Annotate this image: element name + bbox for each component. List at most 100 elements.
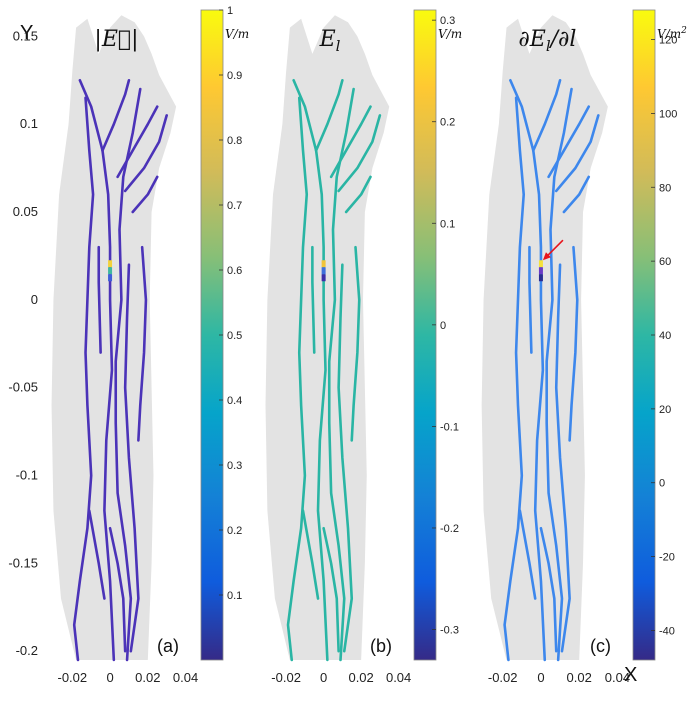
colorbar-tick-label: 40 bbox=[659, 330, 671, 342]
vein-line bbox=[123, 263, 140, 653]
x-tick-label: 0 bbox=[106, 670, 113, 685]
colorbar-tick-label: 0.6 bbox=[227, 265, 242, 277]
colorbar-tick-label: 1 bbox=[227, 5, 233, 17]
colorbar-tick-label: -20 bbox=[659, 552, 675, 564]
y-axis: Y 0.15 0.1 0.05 0 -0.05 -0.1 -0.15 -0.2 bbox=[8, 22, 38, 658]
colorbar-tick-label: 0 bbox=[659, 478, 665, 490]
colorbar-tick-label: 100 bbox=[659, 108, 677, 120]
hotspot-mark bbox=[108, 267, 113, 275]
vein-line bbox=[337, 263, 354, 653]
panel-label: (b) bbox=[370, 636, 392, 656]
colorbar-tick-label: -0.2 bbox=[440, 523, 459, 535]
colorbar-tick-label: 0.5 bbox=[227, 330, 242, 342]
vein-line bbox=[72, 96, 95, 662]
veins bbox=[503, 78, 600, 662]
vein-line bbox=[97, 245, 102, 354]
vein-line bbox=[554, 114, 600, 193]
vein-line bbox=[123, 114, 168, 193]
vein-line bbox=[301, 509, 320, 600]
colorbar-tick-label: 0.3 bbox=[440, 15, 455, 27]
colorbar-tick-label: 0.3 bbox=[227, 460, 242, 472]
vein-line bbox=[568, 245, 579, 442]
vein-line bbox=[344, 175, 372, 214]
vein-line bbox=[88, 509, 106, 600]
colorbar-tick-label: -0.3 bbox=[440, 625, 459, 637]
vein-line bbox=[314, 78, 344, 152]
colorbar-tick-label: 0.4 bbox=[227, 395, 242, 407]
colorbar-tick-label: -40 bbox=[659, 625, 675, 637]
vein-line bbox=[286, 96, 309, 662]
y-tick-label: -0.05 bbox=[8, 380, 38, 395]
hotspot-mark bbox=[538, 267, 543, 275]
hand-silhouette bbox=[51, 15, 177, 661]
y-tick-labels: 0.15 0.1 0.05 0 -0.05 -0.1 -0.15 -0.2 bbox=[8, 28, 38, 658]
colorbar-tick-label: 0.2 bbox=[440, 117, 455, 129]
colorbar-tick-label: 120 bbox=[659, 35, 677, 47]
vein-line bbox=[509, 78, 547, 662]
vein-line bbox=[503, 96, 526, 662]
y-tick-label: 0.1 bbox=[20, 116, 38, 131]
colorbar-tick-label: 80 bbox=[659, 182, 671, 194]
hotspot-mark bbox=[538, 260, 543, 268]
hotspot-mark bbox=[321, 267, 326, 275]
y-tick-label: -0.15 bbox=[8, 555, 38, 570]
vein-line bbox=[337, 114, 382, 193]
colorbar-unit: V/m bbox=[438, 27, 462, 41]
colorbar-tick-label: 0 bbox=[440, 320, 446, 332]
x-tick-label: -0.02 bbox=[57, 670, 87, 685]
vein-line bbox=[554, 263, 571, 653]
panel-a: |E⃗| (a) -0.02 0 0.02 0.04 1 0.9 0.8 0.7 0.6 0.5 0.4… bbox=[44, 5, 249, 685]
panel-title: El bbox=[319, 27, 341, 55]
colorbar bbox=[413, 9, 437, 661]
vein-line bbox=[131, 175, 159, 214]
y-axis-label: Y bbox=[20, 22, 33, 44]
vein-line bbox=[518, 509, 537, 600]
x-tick-label: 0.04 bbox=[386, 670, 411, 685]
vein-line bbox=[311, 245, 316, 354]
x-tick-label: 0.04 bbox=[173, 670, 198, 685]
vein-line bbox=[137, 245, 148, 442]
vein-line bbox=[108, 526, 127, 653]
hotspot-mark bbox=[108, 274, 113, 282]
vein-line bbox=[322, 526, 340, 653]
hand-silhouette bbox=[265, 15, 390, 661]
veins bbox=[72, 78, 168, 662]
vein-line bbox=[531, 78, 562, 152]
x-tick-label: 0.02 bbox=[135, 670, 160, 685]
colorbar-tick-label: 0.2 bbox=[227, 525, 242, 537]
vein-line bbox=[547, 105, 591, 179]
vein-line bbox=[329, 105, 372, 179]
colorbar-tick-label: 60 bbox=[659, 256, 671, 268]
x-tick-label: 0.02 bbox=[348, 670, 373, 685]
hotspot-mark bbox=[538, 274, 543, 282]
x-tick-label: 0.02 bbox=[567, 670, 592, 685]
panel-c: ∂El/∂l(c)-0.02 0 0.02 0.04120100806040200-2… bbox=[474, 9, 687, 685]
vein-line bbox=[78, 78, 116, 662]
x-tick-label: 0 bbox=[537, 670, 544, 685]
colorbar-tick-label: 0.1 bbox=[227, 590, 242, 602]
hand-silhouette bbox=[481, 15, 608, 661]
x-tick-label: 0.04 bbox=[605, 670, 630, 685]
y-tick-label: 0.05 bbox=[13, 204, 38, 219]
vein-line bbox=[292, 78, 329, 662]
colorbar-tick-label: 0.8 bbox=[227, 135, 242, 147]
panel-label: (a) bbox=[157, 636, 179, 656]
vein-line bbox=[116, 105, 159, 179]
colorbar-unit: V/m2 bbox=[657, 26, 687, 41]
colorbar-tick-label: 0.1 bbox=[440, 218, 455, 230]
x-tick-label: 0 bbox=[320, 670, 327, 685]
y-tick-label: -0.2 bbox=[16, 643, 38, 658]
panel-label: (c) bbox=[590, 636, 611, 656]
vein-line bbox=[101, 78, 131, 152]
y-tick-label: 0.15 bbox=[13, 28, 38, 43]
hotspot-mark bbox=[108, 260, 113, 268]
x-tick-label: -0.02 bbox=[271, 670, 301, 685]
y-tick-label: -0.1 bbox=[16, 468, 38, 483]
hotspot-mark bbox=[321, 274, 326, 282]
y-tick-label: 0 bbox=[31, 292, 38, 307]
hotspot-mark bbox=[321, 260, 326, 268]
colorbar-tick-label: 0.7 bbox=[227, 200, 242, 212]
vein-line bbox=[562, 175, 591, 214]
vein-line bbox=[350, 245, 361, 442]
red-arrow-head bbox=[542, 252, 551, 261]
